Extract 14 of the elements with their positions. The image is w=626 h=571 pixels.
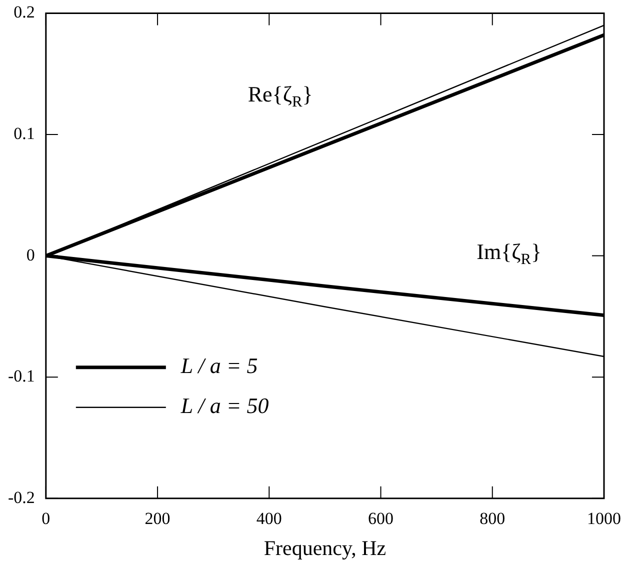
y-tick-label: 0.2 bbox=[14, 2, 35, 22]
y-tick-label: -0.2 bbox=[8, 488, 35, 507]
x-tick-label: 1000 bbox=[587, 509, 621, 528]
x-tick-label: 600 bbox=[368, 509, 394, 528]
legend-label: L / a = 5 bbox=[180, 353, 258, 378]
x-tick-label: 800 bbox=[480, 509, 506, 528]
legend-label: L / a = 50 bbox=[180, 393, 269, 418]
x-tick-label: 400 bbox=[256, 509, 282, 528]
x-tick-label: 200 bbox=[144, 509, 170, 528]
y-tick-label: 0.1 bbox=[14, 124, 35, 143]
x-axis-title: Frequency, Hz bbox=[264, 536, 386, 560]
x-tick-label: 0 bbox=[42, 509, 50, 528]
y-tick-label: 0 bbox=[26, 245, 35, 264]
y-tick-label: -0.1 bbox=[8, 366, 35, 386]
